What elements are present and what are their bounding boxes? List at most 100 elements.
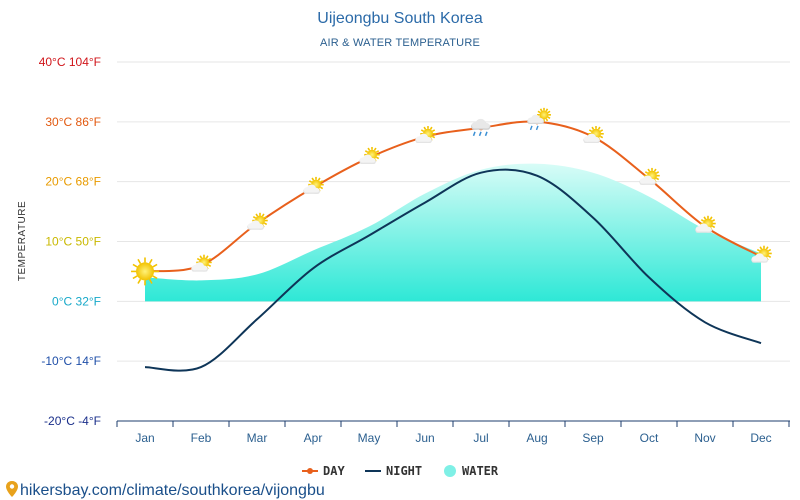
x-axis-ticks: Jan Feb Mar Apr May Jun Jul Aug Sep Oct Nov Dec — [135, 431, 771, 445]
sun-ray — [711, 218, 716, 222]
sun-ray — [644, 171, 649, 174]
legend-item-water[interactable]: WATER — [444, 464, 499, 478]
sun-ray — [132, 263, 138, 268]
cloud-base — [248, 225, 263, 229]
rain-drop — [535, 125, 539, 131]
sun-ray — [148, 258, 153, 265]
source-link[interactable]: hikersbay.com/climate/southkorea/vijongb… — [6, 481, 325, 499]
sun-ray — [539, 108, 543, 112]
sun-ray — [756, 248, 761, 252]
sun-ray — [263, 222, 268, 226]
sun-ray — [547, 110, 551, 114]
y-tick-label: 40°C 104°F — [39, 55, 101, 69]
sun-ray — [152, 275, 158, 280]
sun-cloud-icon — [359, 146, 380, 164]
y-axis-label: TEMPERATURE — [17, 201, 28, 281]
sun-icon — [131, 257, 159, 286]
x-tick-label: Jan — [135, 431, 154, 445]
legend-night-label: NIGHT — [386, 464, 422, 478]
sun-ray — [547, 116, 551, 120]
sun-ray — [711, 225, 716, 229]
sun-ray — [255, 213, 259, 217]
sun-ray — [308, 180, 313, 183]
rain-drop — [529, 125, 533, 131]
x-tick-label: Apr — [304, 431, 323, 445]
sun-ray — [597, 126, 601, 130]
y-tick-label: 0°C 32°F — [52, 294, 101, 308]
sun-ray — [599, 135, 604, 139]
x-tick-label: Jul — [473, 431, 488, 445]
sun-ray — [545, 108, 549, 112]
cloud-base — [192, 267, 207, 271]
sun-ray — [537, 110, 541, 114]
legend-day-label: DAY — [323, 464, 345, 478]
sun-ray — [429, 126, 433, 130]
sun-ray — [545, 118, 549, 122]
sun-cloud-icon — [415, 126, 436, 144]
legend-water-label: WATER — [462, 464, 499, 478]
sun-ray — [263, 215, 268, 219]
rain-drop — [484, 131, 488, 137]
sun-cloud-icon — [751, 245, 772, 263]
sun-disc — [539, 110, 549, 120]
legend: DAY NIGHT WATER — [302, 464, 499, 478]
sun-ray — [703, 216, 707, 220]
x-tick-label: Feb — [191, 431, 212, 445]
y-tick-label: -10°C 14°F — [41, 354, 101, 368]
sun-ray — [311, 177, 315, 181]
chart-subtitle: AIR & WATER TEMPERATURE — [320, 37, 480, 49]
sun-ray — [367, 147, 371, 151]
x-tick-label: Sep — [582, 431, 604, 445]
sun-ray — [767, 255, 772, 259]
legend-day-marker — [307, 468, 313, 474]
sun-ray — [709, 216, 713, 220]
cloud-base — [584, 138, 599, 142]
sun-cloud-icon — [191, 254, 212, 272]
sun-ray — [420, 129, 425, 132]
sun-ray — [207, 264, 212, 268]
sun-ray — [375, 156, 380, 160]
cloud-base — [360, 159, 375, 163]
sun-ray — [647, 168, 651, 172]
legend-water-marker — [444, 465, 456, 477]
x-tick-label: Dec — [750, 431, 771, 445]
x-tick-label: Oct — [640, 431, 659, 445]
sun-ray — [655, 171, 660, 174]
source-url[interactable]: hikersbay.com/climate/southkorea/vijongb… — [20, 482, 325, 499]
sun-ray — [196, 257, 201, 261]
water-area — [145, 163, 761, 302]
sun-ray — [261, 213, 265, 217]
x-tick-label: Nov — [694, 431, 715, 445]
sun-ray — [137, 258, 142, 265]
y-tick-label: 30°C 86°F — [45, 115, 101, 129]
cloud-base — [640, 180, 655, 184]
cloud-base — [752, 258, 767, 262]
sun-ray — [137, 278, 142, 284]
sun-ray — [588, 129, 593, 132]
sun-ray — [317, 177, 321, 181]
sun-cloud-icon — [695, 215, 716, 233]
sun-rain-cloud-icon — [527, 107, 551, 131]
rain-drop — [478, 131, 482, 137]
x-tick-label: Aug — [526, 431, 547, 445]
sun-ray — [205, 255, 209, 259]
y-axis-ticks: 40°C 104°F 30°C 86°F 20°C 68°F 10°C 50°F 0°C… — [39, 55, 101, 428]
sun-ray — [199, 255, 203, 259]
x-tick-label: May — [358, 431, 381, 445]
y-tick-label: 20°C 68°F — [45, 175, 101, 189]
x-axis — [116, 420, 790, 427]
legend-item-day[interactable]: DAY — [302, 464, 345, 478]
x-tick-label: Jun — [415, 431, 434, 445]
sun-ray — [373, 147, 377, 151]
night-line — [144, 168, 762, 372]
sun-ray — [375, 150, 380, 153]
sun-cloud-icon — [303, 176, 324, 194]
sun-disc — [136, 262, 154, 281]
cloud-base — [304, 189, 319, 193]
sun-ray — [591, 126, 595, 130]
sun-ray — [655, 177, 660, 181]
cloud-base — [528, 119, 543, 123]
sun-cloud-icon — [247, 212, 268, 230]
legend-item-night[interactable]: NIGHT — [365, 464, 422, 478]
